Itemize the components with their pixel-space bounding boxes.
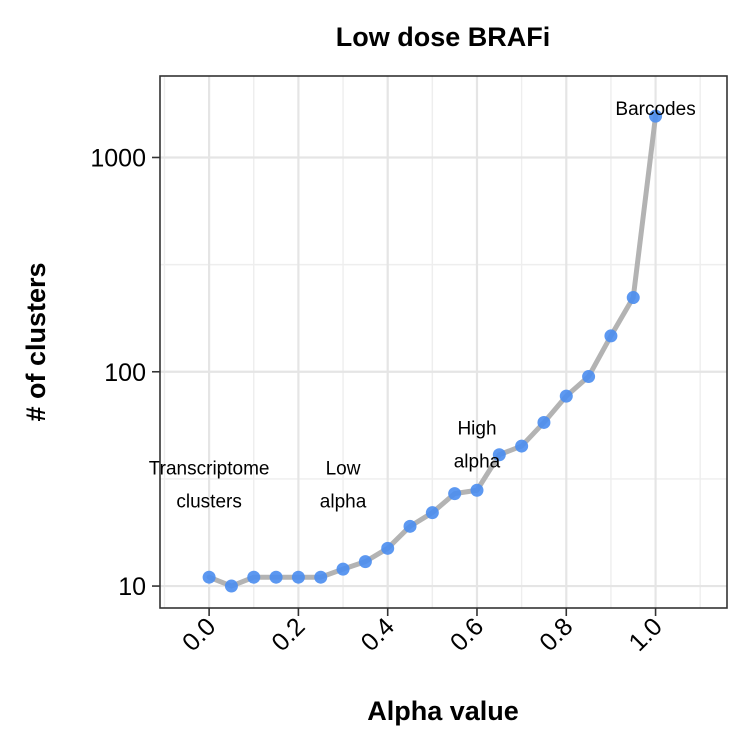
data-point <box>336 562 350 576</box>
data-point <box>358 555 372 569</box>
data-point <box>448 487 462 501</box>
y-tick-label: 100 <box>104 359 146 387</box>
data-point <box>470 483 484 497</box>
annotation-label: clusters <box>176 491 241 512</box>
data-point <box>649 109 663 123</box>
data-point <box>559 389 573 403</box>
data-point <box>247 570 261 584</box>
data-point <box>582 370 596 384</box>
data-point <box>403 519 417 533</box>
series-points <box>202 109 663 593</box>
y-axis-title: # of clusters <box>21 262 51 421</box>
annotations: Transcriptome clusters Low alpha High alpha Ba… <box>149 99 696 512</box>
data-point <box>537 415 551 429</box>
data-point <box>492 448 506 462</box>
annotation-label: alpha <box>320 491 367 512</box>
plot-panel-border <box>159 75 728 609</box>
data-point <box>291 570 305 584</box>
annotation-label: High <box>457 419 496 440</box>
data-point <box>224 579 238 593</box>
x-axis-title: Alpha value <box>367 696 519 726</box>
annotation-label: Barcodes <box>615 99 695 120</box>
y-tick-label: 1000 <box>90 144 146 172</box>
data-point <box>515 439 529 453</box>
annotation-label: Low <box>326 458 361 479</box>
data-point <box>381 541 395 555</box>
data-point <box>604 329 618 343</box>
annotation-label: alpha <box>454 452 501 473</box>
chart-title: Low dose BRAFi <box>336 22 551 52</box>
grid-lines <box>160 76 727 608</box>
annotation-label: Transcriptome <box>149 458 270 479</box>
data-point <box>425 506 439 520</box>
data-point <box>202 570 216 584</box>
data-point <box>314 570 328 584</box>
y-tick-label: 10 <box>118 573 146 601</box>
data-point <box>626 291 640 305</box>
data-point <box>269 570 283 584</box>
